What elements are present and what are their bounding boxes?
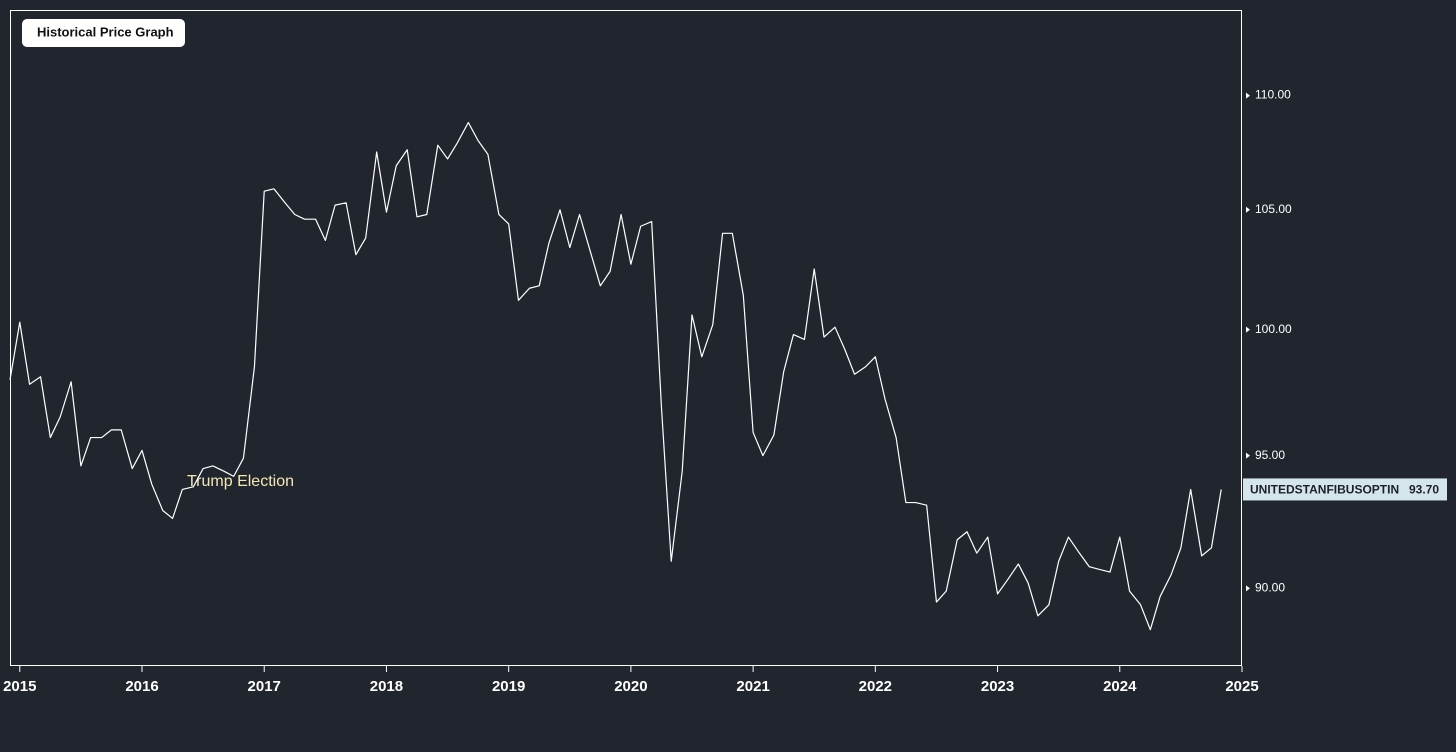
price-tag-value: 93.70 bbox=[1409, 483, 1439, 497]
x-tick-label: 2015 bbox=[3, 678, 36, 695]
y-tick-label: 105.00 bbox=[1255, 202, 1292, 216]
price-tag bbox=[1243, 478, 1447, 501]
y-tick-label: 110.00 bbox=[1255, 88, 1291, 102]
y-tick bbox=[1246, 206, 1250, 213]
chart-title: Historical Price Graph bbox=[37, 24, 174, 39]
x-tick-label: 2022 bbox=[859, 678, 892, 695]
price-line bbox=[9, 121, 1222, 631]
x-tick-label: 2024 bbox=[1103, 678, 1137, 695]
y-tick-label: 100.00 bbox=[1255, 322, 1292, 336]
y-tick bbox=[1246, 92, 1250, 99]
x-tick-label: 2025 bbox=[1225, 678, 1258, 695]
x-tick-label: 2020 bbox=[614, 678, 647, 695]
y-tick-label: 90.00 bbox=[1255, 581, 1285, 595]
x-tick-label: 2021 bbox=[736, 678, 769, 695]
annotation: Trump Election bbox=[187, 473, 294, 490]
y-tick bbox=[1246, 326, 1250, 333]
x-tick-label: 2016 bbox=[125, 678, 158, 695]
title-badge bbox=[22, 19, 185, 47]
x-tick-label: 2019 bbox=[492, 678, 525, 695]
x-tick-label: 2023 bbox=[981, 678, 1014, 695]
y-tick bbox=[1246, 585, 1250, 592]
x-tick-label: 2017 bbox=[248, 678, 281, 695]
y-tick bbox=[1246, 452, 1250, 459]
plot-frame bbox=[10, 10, 1242, 666]
y-tick-label: 95.00 bbox=[1255, 448, 1285, 462]
x-tick-label: 2018 bbox=[370, 678, 403, 695]
price-tag-name: UNITEDSTANFIBUSOPTIN bbox=[1250, 483, 1399, 497]
